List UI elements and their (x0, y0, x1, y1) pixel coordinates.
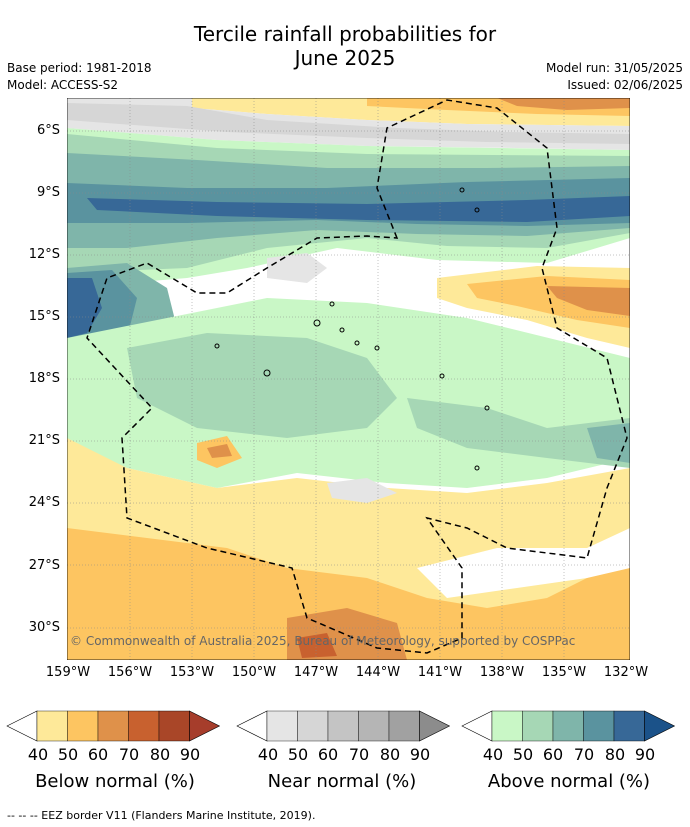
below-patch-north-70 (207, 444, 232, 458)
tick-below-40: 40 (27, 745, 49, 764)
lon-label-150w: 150°W (231, 665, 277, 680)
colorbar-below-label: Below normal (%) (35, 771, 195, 792)
above-band-90 (87, 196, 630, 222)
tick-above-50: 50 (512, 745, 534, 764)
tick-above-70: 70 (573, 745, 595, 764)
below-band-top-70 (497, 98, 630, 110)
issued-date: Issued: 02/06/2025 (567, 78, 683, 92)
meta-left: Base period: 1981-2018 Model: ACCESS-S2 (7, 60, 152, 94)
lon-label-141w: 141°W (417, 665, 463, 680)
colorbar-near (236, 710, 451, 742)
lon-label-153w: 153°W (169, 665, 215, 680)
colorbar-near-segment-2 (297, 710, 329, 742)
colorbar-near-segment-1 (266, 710, 298, 742)
base-period: Base period: 1981-2018 (7, 61, 152, 75)
lon-label-132w: 132°W (603, 665, 649, 680)
tick-above-60: 60 (542, 745, 564, 764)
lat-label-27s: 27°S (28, 558, 60, 573)
lon-label-156w: 156°W (107, 665, 153, 680)
tick-near-40: 40 (257, 745, 279, 764)
islands (214, 187, 490, 471)
colorbar-below-min-arrow (6, 710, 38, 742)
below-patch-east-70 (547, 286, 630, 316)
tick-near-90: 90 (409, 745, 431, 764)
colorbar-above-segment-2 (522, 710, 554, 742)
below-south-white (417, 528, 630, 598)
colorbar-above-segment-5 (613, 710, 645, 742)
above-central-east-70 (587, 423, 630, 463)
rainfall-map (67, 98, 630, 660)
lat-label-24s: 24°S (28, 495, 60, 510)
lon-label-147w: 147°W (293, 665, 339, 680)
tick-below-90: 90 (179, 745, 201, 764)
lat-label-9s: 9°S (36, 185, 60, 200)
title-line-2: June 2025 (294, 46, 396, 70)
lon-label-159w: 159°W (45, 665, 91, 680)
colorbar-above-segment-3 (552, 710, 584, 742)
colorbar-near-segment-5 (388, 710, 420, 742)
tick-near-50: 50 (287, 745, 309, 764)
colorbar-below-max-arrow (189, 710, 221, 742)
above-west-patch-90 (67, 278, 102, 338)
colorbar-below (6, 710, 221, 742)
title-line-1: Tercile rainfall probabilities for (193, 22, 497, 46)
colorbar-near-segment-3 (327, 710, 359, 742)
tick-below-80: 80 (149, 745, 171, 764)
lat-label-21s: 21°S (28, 433, 60, 448)
colorbar-above (461, 710, 676, 742)
meta-right: Model run: 31/05/2025 Issued: 02/06/2025 (546, 60, 683, 94)
colorbar-above-segment-1 (491, 710, 523, 742)
tick-above-80: 80 (604, 745, 626, 764)
tick-below-60: 60 (87, 745, 109, 764)
lat-label-12s: 12°S (28, 247, 60, 262)
colorbar-above-max-arrow (644, 710, 676, 742)
eez-border-french-polynesia (86, 99, 628, 654)
near-patch-central (267, 253, 327, 283)
above-central-60 (127, 333, 397, 438)
colorbar-above-label: Above normal (%) (487, 771, 651, 792)
colorbar-below-segment-3 (97, 710, 129, 742)
colorbar-below-segment-5 (158, 710, 190, 742)
tick-near-80: 80 (379, 745, 401, 764)
colorbar-near-min-arrow (236, 710, 268, 742)
colorbar-below-segment-2 (67, 710, 99, 742)
tick-near-60: 60 (317, 745, 339, 764)
near-band-top-60 (67, 103, 630, 144)
map-title: Tercile rainfall probabilities for June … (0, 22, 690, 70)
lat-label-18s: 18°S (28, 371, 60, 386)
tick-below-70: 70 (118, 745, 140, 764)
colorbar-below-segment-4 (128, 710, 160, 742)
tick-near-70: 70 (348, 745, 370, 764)
model-name: Model: ACCESS-S2 (7, 78, 119, 92)
tick-above-90: 90 (634, 745, 656, 764)
model-run: Model run: 31/05/2025 (545, 61, 683, 75)
copyright-notice: © Commonwealth of Australia 2025, Bureau… (70, 634, 576, 648)
colorbar-above-min-arrow (461, 710, 493, 742)
above-central-east (407, 398, 630, 468)
colorbar-near-max-arrow (419, 710, 451, 742)
lat-label-30s: 30°S (28, 620, 60, 635)
lon-label-135w: 135°W (541, 665, 587, 680)
near-patch-south (327, 478, 397, 503)
lat-label-6s: 6°S (36, 123, 60, 138)
tick-above-40: 40 (482, 745, 504, 764)
lon-label-144w: 144°W (355, 665, 401, 680)
below-south-80 (297, 633, 337, 658)
tick-below-50: 50 (57, 745, 79, 764)
eez-footnote: -- -- -- EEZ border V11 (Flanders Marine… (7, 809, 316, 822)
below-south-60 (67, 528, 630, 660)
colorbar-above-segment-4 (583, 710, 615, 742)
lon-label-138w: 138°W (479, 665, 525, 680)
colorbar-near-label: Near normal (%) (267, 771, 417, 792)
lat-label-15s: 15°S (28, 309, 60, 324)
colorbar-near-segment-4 (358, 710, 390, 742)
colorbar-below-segment-1 (36, 710, 68, 742)
